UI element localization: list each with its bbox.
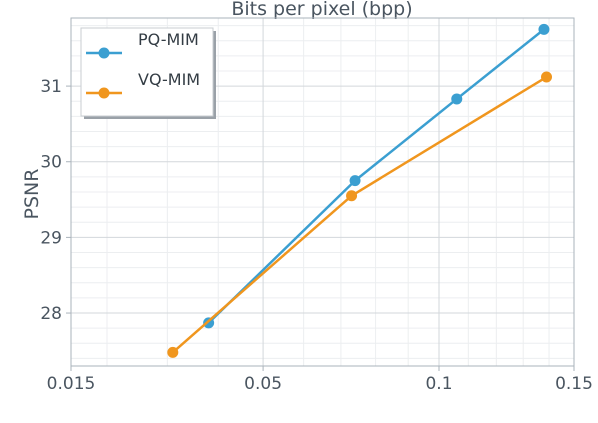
series-layer <box>167 23 553 358</box>
y-tick-label: 28 <box>40 304 62 324</box>
legend-label: PQ-MIM <box>138 30 199 49</box>
x-tick-label: 0.015 <box>47 374 96 394</box>
series-line <box>207 28 545 324</box>
x-axis-title: Bits per pixel (bpp) <box>231 0 412 20</box>
legend-marker <box>98 87 110 99</box>
data-point <box>346 190 358 202</box>
y-tick-label: 29 <box>40 228 62 248</box>
y-tick-label: 31 <box>40 77 62 97</box>
series-line <box>171 75 548 354</box>
x-axis-ticks: 0.015 0.05 0.1 0.15 <box>47 366 593 394</box>
legend-box <box>80 27 214 117</box>
data-point <box>541 71 553 83</box>
y-axis-ticks: 28 29 30 31 <box>40 77 71 324</box>
legend-marker <box>98 47 110 59</box>
legend: PQ-MIM VQ-MIM <box>80 27 216 119</box>
data-point <box>538 23 550 35</box>
y-axis-title: PSNR <box>21 169 43 220</box>
x-tick-label: 0.15 <box>555 374 593 394</box>
x-tick-label: 0.05 <box>244 374 282 394</box>
data-point <box>451 93 463 105</box>
x-tick-label: 0.1 <box>425 374 452 394</box>
plot-frame <box>70 17 575 367</box>
legend-label: VQ-MIM <box>138 70 200 89</box>
series-vq-mim <box>167 71 553 358</box>
minor-grid <box>71 18 574 366</box>
y-tick-label: 30 <box>40 153 62 173</box>
data-point <box>349 175 361 187</box>
data-point <box>167 346 179 358</box>
